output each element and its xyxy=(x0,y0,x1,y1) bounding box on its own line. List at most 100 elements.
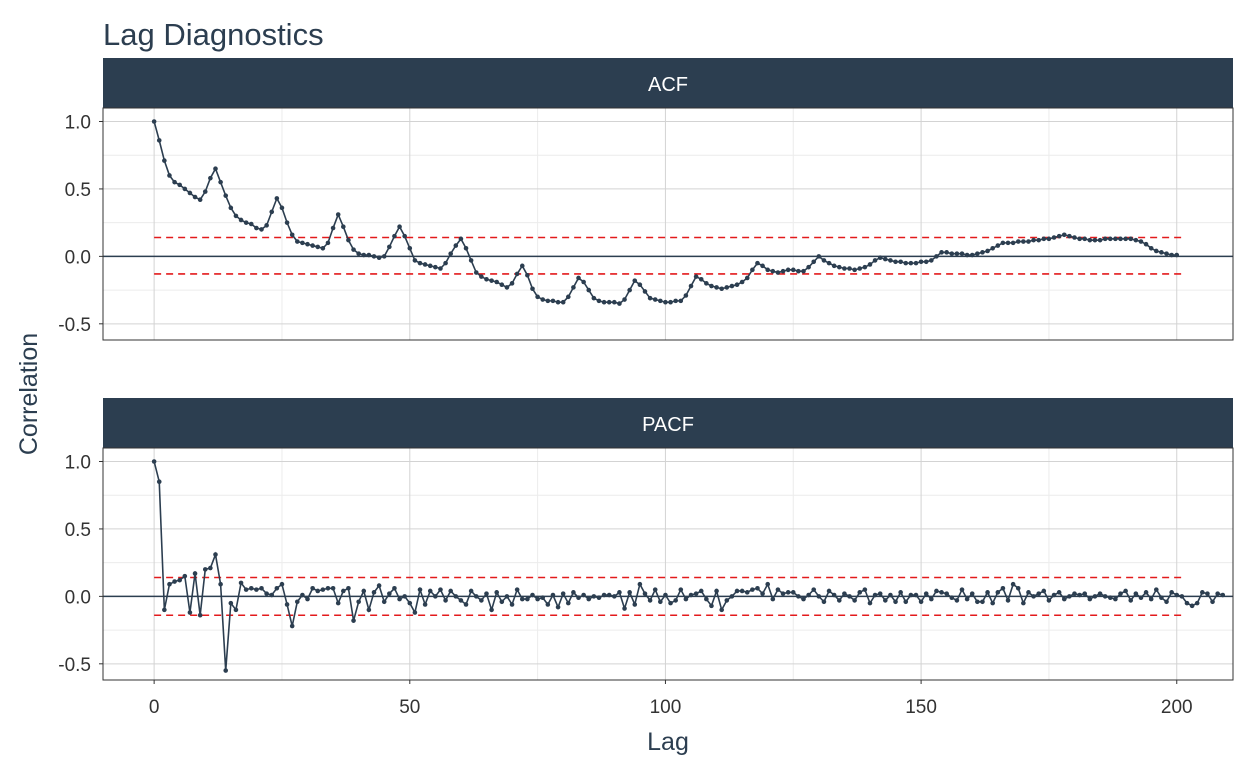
pacf-point xyxy=(274,585,280,591)
pacf-point xyxy=(499,599,505,605)
pacf-point xyxy=(560,591,566,596)
pacf-strip-label: PACF xyxy=(642,414,694,436)
acf-point xyxy=(243,220,249,225)
pacf-point xyxy=(811,587,817,592)
acf-point xyxy=(335,212,341,217)
pacf-point xyxy=(509,602,515,607)
pacf-point xyxy=(780,591,786,596)
pacf-point xyxy=(463,602,469,607)
pacf-point xyxy=(1051,592,1057,598)
acf-strip-label: ACF xyxy=(648,74,688,96)
pacf-point xyxy=(642,591,648,596)
pacf-points xyxy=(151,459,1226,673)
pacf-point xyxy=(1210,599,1215,605)
pacf-point xyxy=(1194,600,1200,606)
acf-point xyxy=(177,182,182,188)
acf-point xyxy=(284,220,290,225)
acf-point xyxy=(300,240,305,246)
acf-point xyxy=(929,258,934,263)
acf-point xyxy=(504,285,510,290)
pacf-point xyxy=(1107,595,1113,601)
acf-point xyxy=(1107,236,1113,242)
chart-title: Lag Diagnostics xyxy=(103,17,324,52)
pacf-point xyxy=(356,599,361,605)
acf-point xyxy=(954,251,960,256)
acf-point xyxy=(269,209,275,215)
pacf-point xyxy=(361,588,367,594)
acf-point xyxy=(836,264,842,270)
pacf-point xyxy=(1179,594,1185,599)
pacf-point xyxy=(862,587,868,592)
acf-point xyxy=(473,270,479,275)
acf-point xyxy=(325,240,331,246)
acf-point xyxy=(739,279,745,285)
acf-point xyxy=(857,266,863,271)
acf-point xyxy=(172,179,177,185)
pacf-point xyxy=(254,587,259,592)
acf-point xyxy=(1056,233,1062,239)
acf-point xyxy=(918,259,924,265)
acf-point xyxy=(913,260,919,266)
pacf-point xyxy=(678,587,684,592)
pacf-point xyxy=(397,596,402,602)
pacf-point xyxy=(443,598,448,603)
pacf-point xyxy=(627,590,632,595)
acf-point xyxy=(944,250,949,255)
pacf-point xyxy=(975,599,980,605)
acf-point xyxy=(294,239,300,244)
acf-point xyxy=(606,299,612,305)
pacf-point xyxy=(1000,585,1006,591)
acf-point xyxy=(1174,252,1180,258)
pacf-point xyxy=(514,587,520,592)
pacf-point xyxy=(310,585,315,591)
acf-point xyxy=(775,270,781,275)
acf-point xyxy=(422,262,428,267)
pacf-point xyxy=(412,610,418,615)
pacf-point xyxy=(1087,596,1093,602)
acf-point xyxy=(417,260,423,266)
acf-point xyxy=(980,250,985,255)
pacf-point xyxy=(530,592,535,598)
pacf-point xyxy=(698,588,704,594)
acf-strip xyxy=(103,58,1233,108)
acf-point xyxy=(985,248,990,254)
acf-point xyxy=(366,252,372,258)
pacf-point xyxy=(177,577,182,583)
pacf-point xyxy=(264,591,269,596)
acf-point xyxy=(586,287,592,293)
pacf-point xyxy=(831,592,837,598)
acf-point xyxy=(1092,237,1098,243)
pacf-point xyxy=(192,571,198,576)
pacf-point xyxy=(1005,598,1011,603)
pacf-y-tick-label: 1.0 xyxy=(65,452,91,473)
pacf-point xyxy=(335,600,341,606)
x-tick-label: 100 xyxy=(650,697,682,718)
acf-point xyxy=(1154,248,1159,254)
pacf-point xyxy=(959,587,965,592)
acf-point xyxy=(213,166,218,171)
acf-point xyxy=(1148,245,1154,251)
pacf-point xyxy=(576,595,581,601)
x-tick-label: 200 xyxy=(1161,697,1193,718)
acf-point xyxy=(1082,236,1088,242)
acf-point xyxy=(371,254,377,259)
pacf-point xyxy=(591,594,597,599)
acf-point xyxy=(458,236,464,242)
pacf-point xyxy=(243,587,249,592)
acf-point xyxy=(1133,237,1139,243)
pacf-point xyxy=(652,587,658,592)
pacf-point xyxy=(601,592,607,598)
acf-point xyxy=(1061,232,1067,238)
pacf-point xyxy=(739,588,745,594)
acf-point xyxy=(1118,236,1123,242)
acf-point xyxy=(448,251,453,256)
pacf-point xyxy=(877,591,883,596)
acf-point xyxy=(591,295,597,301)
acf-point xyxy=(565,294,571,300)
acf-point xyxy=(387,244,392,250)
acf-point xyxy=(975,251,980,256)
acf-point xyxy=(785,267,791,273)
acf-point xyxy=(969,252,975,258)
acf-point xyxy=(959,251,965,256)
pacf-point xyxy=(346,585,351,591)
